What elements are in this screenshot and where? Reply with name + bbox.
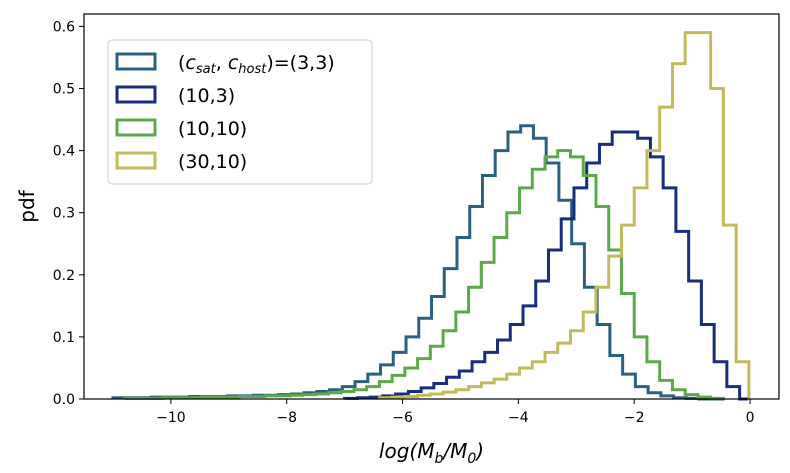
legend-label-3: (10,10) — [178, 118, 247, 140]
x-tick-label: −10 — [156, 410, 186, 426]
legend-label-1: (csat, chost)=(3,3) — [178, 52, 335, 77]
legend-swatch-3 — [115, 118, 157, 137]
x-tick-label: 0 — [746, 410, 755, 426]
x-axis-title: log(Mb/M0) — [379, 439, 484, 467]
series-layer — [111, 31, 751, 401]
legend: (csat, chost)=(3,3) (10,3) (10,10) (30,10) — [107, 39, 373, 185]
x-tick-label: −6 — [392, 410, 413, 426]
y-tick-label: 0.5 — [53, 82, 75, 98]
series-2-histogram — [343, 130, 748, 401]
legend-swatch-1 — [115, 52, 157, 71]
legend-label-4: (30,10) — [178, 151, 247, 173]
y-axis-title: pdf — [15, 189, 39, 222]
axes-frame — [83, 13, 780, 400]
legend-label-2: (10,3) — [178, 85, 235, 107]
legend-swatch-2 — [115, 85, 157, 104]
y-tick-label: 0.1 — [53, 330, 75, 346]
y-tick-label: 0.3 — [53, 206, 75, 222]
series-3-histogram — [123, 149, 725, 400]
legend-items: (csat, chost)=(3,3) (10,3) (10,10) (30,10) — [115, 52, 335, 173]
x-tick-label: −2 — [624, 410, 645, 426]
legend-swatch-4 — [115, 151, 157, 170]
x-tick-label: −4 — [508, 410, 529, 426]
y-tick-label: 0.4 — [53, 144, 75, 160]
y-tick-label: 0.6 — [53, 19, 75, 35]
legend-box — [107, 39, 373, 185]
y-tick-label: 0.2 — [53, 268, 75, 284]
axes-layer: −10 −8 −6 −4 −2 0 0.0 0.1 0.2 0.3 0.4 0.5 0.6 — [53, 13, 780, 426]
series-4-histogram — [377, 31, 751, 400]
y-tick-label: 0.0 — [53, 392, 75, 408]
x-tick-label: −8 — [276, 410, 297, 426]
